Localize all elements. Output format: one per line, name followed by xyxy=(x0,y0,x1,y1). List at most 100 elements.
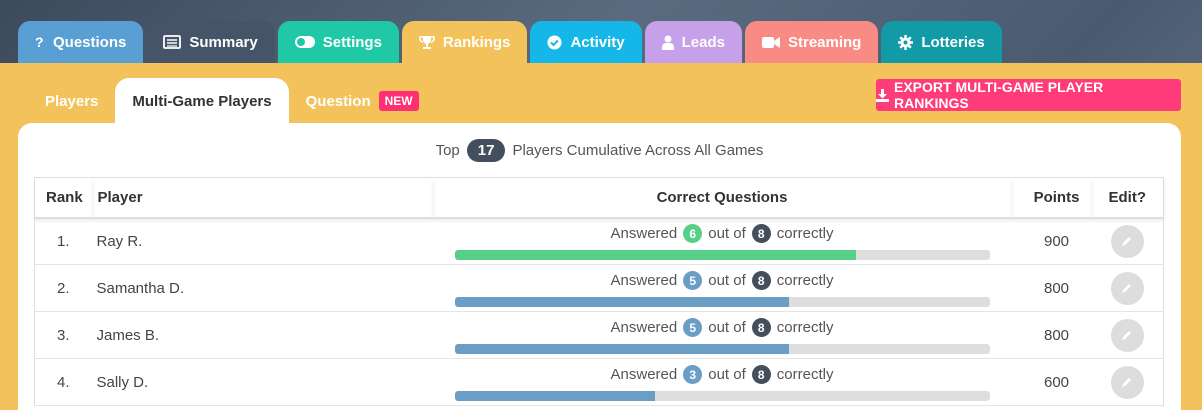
table-header-row: Rank Player Correct Questions Points Edi… xyxy=(34,177,1164,219)
edit-button[interactable] xyxy=(1110,271,1144,305)
edit-cell xyxy=(1091,358,1164,406)
pencil-icon xyxy=(1122,331,1132,340)
main-tabs: ? Questions Summary Settings Rankings Ac… xyxy=(18,21,1002,63)
video-icon xyxy=(761,36,780,49)
tab-questions[interactable]: ? Questions xyxy=(18,21,144,63)
toggle-icon xyxy=(294,36,315,48)
progress-bar xyxy=(454,297,990,307)
gear-icon xyxy=(898,34,914,50)
player-count-badge: 17 xyxy=(466,139,506,162)
progress-bar xyxy=(454,391,990,401)
edit-cell xyxy=(1091,311,1164,359)
correctly-text: correctly xyxy=(776,366,834,383)
svg-text:?: ? xyxy=(35,35,44,49)
rank-cell: 2. xyxy=(34,264,93,312)
tab-label: Questions xyxy=(53,33,127,51)
answered-text: Answered xyxy=(610,366,678,383)
rankings-card: Top 17 Players Cumulative Across All Gam… xyxy=(18,123,1181,410)
correctly-text: correctly xyxy=(776,272,834,289)
correct-cell: Answered 5 out of 8 correctly xyxy=(432,264,1012,312)
progress-bar xyxy=(454,344,990,354)
points-cell: 800 xyxy=(1011,264,1092,312)
answered-text: Answered xyxy=(610,225,678,243)
headline-suffix: Players Cumulative Across All Games xyxy=(512,142,764,159)
player-name: James B. xyxy=(92,311,433,359)
out-of-text: out of xyxy=(708,272,746,289)
tab-label: Activity xyxy=(570,33,625,51)
table-row: 1. Ray R. Answered 6 out of 8 correctly … xyxy=(34,217,1164,265)
edit-cell xyxy=(1091,217,1164,265)
rankings-table: Rank Player Correct Questions Points Edi… xyxy=(34,177,1164,406)
trophy-icon xyxy=(419,35,435,50)
progress-fill xyxy=(454,344,789,354)
edit-cell xyxy=(1091,264,1164,312)
header-edit: Edit? xyxy=(1091,177,1164,219)
player-name: Sally D. xyxy=(92,358,433,406)
table-row: 2. Samantha D. Answered 5 out of 8 corre… xyxy=(34,264,1164,312)
export-label: EXPORT MULTI-GAME PLAYER RANKINGS xyxy=(894,79,1104,111)
out-of-text: out of xyxy=(708,225,746,243)
tab-lotteries[interactable]: Lotteries xyxy=(881,21,1002,63)
answered-line: Answered 3 out of 8 correctly xyxy=(433,365,1012,384)
total-count-badge: 8 xyxy=(751,365,771,384)
correct-cell: Answered 6 out of 8 correctly xyxy=(432,217,1012,265)
header-player[interactable]: Player xyxy=(92,177,433,219)
question-icon: ? xyxy=(35,35,45,49)
tab-label: Settings xyxy=(322,33,382,51)
answered-text: Answered xyxy=(610,272,678,289)
total-count-badge: 8 xyxy=(751,271,771,290)
headline-prefix: Top xyxy=(435,142,460,159)
rank-cell: 3. xyxy=(34,311,93,359)
edit-button[interactable] xyxy=(1110,318,1144,352)
progress-fill xyxy=(454,297,789,307)
header-correct-questions[interactable]: Correct Questions xyxy=(432,177,1012,219)
correct-count-badge: 5 xyxy=(683,271,703,290)
tab-label: Streaming xyxy=(787,33,862,51)
subtab-players[interactable]: Players xyxy=(28,78,115,124)
header-rank[interactable]: Rank xyxy=(34,177,93,219)
table-row: 3. James B. Answered 5 out of 8 correctl… xyxy=(34,311,1164,359)
subtab-label: Multi-Game Players xyxy=(132,92,272,110)
tab-rankings[interactable]: Rankings xyxy=(401,21,528,63)
subtab-label: Players xyxy=(45,92,99,110)
answered-line: Answered 5 out of 8 correctly xyxy=(433,318,1012,337)
pencil-icon xyxy=(1122,378,1132,387)
tab-label: Leads xyxy=(681,33,725,51)
correct-count-badge: 6 xyxy=(683,224,703,244)
tab-activity[interactable]: Activity xyxy=(530,21,642,63)
total-count-badge: 8 xyxy=(751,224,771,244)
list-icon xyxy=(163,35,182,49)
correct-count-badge: 3 xyxy=(683,365,703,384)
progress-fill xyxy=(454,250,856,261)
total-count-badge: 8 xyxy=(751,318,771,337)
correctly-text: correctly xyxy=(776,225,834,243)
tab-leads[interactable]: Leads xyxy=(644,21,742,63)
progress-fill xyxy=(454,391,656,401)
out-of-text: out of xyxy=(708,319,746,336)
rank-cell: 4. xyxy=(34,358,93,406)
answered-text: Answered xyxy=(610,319,678,336)
tab-summary[interactable]: Summary xyxy=(146,21,275,63)
points-cell: 800 xyxy=(1011,311,1092,359)
points-cell: 900 xyxy=(1011,217,1092,265)
player-name: Samantha D. xyxy=(92,264,433,312)
rankings-subtabs: Players Multi-Game Players Question NEW xyxy=(28,78,436,124)
rankings-panel: Players Multi-Game Players Question NEW … xyxy=(0,63,1202,410)
edit-button[interactable] xyxy=(1110,365,1144,399)
subtab-label: Question xyxy=(305,92,371,110)
header-points[interactable]: Points xyxy=(1011,177,1092,219)
progress-bar xyxy=(454,250,990,261)
tab-label: Rankings xyxy=(442,33,511,51)
tab-settings[interactable]: Settings xyxy=(277,21,399,63)
subtab-multi-game-players[interactable]: Multi-Game Players xyxy=(115,78,289,124)
download-icon xyxy=(876,88,889,102)
pencil-icon xyxy=(1122,284,1132,293)
tab-label: Summary xyxy=(189,33,258,51)
answered-line: Answered 5 out of 8 correctly xyxy=(433,271,1012,290)
tab-streaming[interactable]: Streaming xyxy=(744,21,879,63)
subtab-question[interactable]: Question NEW xyxy=(289,78,436,124)
user-icon xyxy=(661,35,674,50)
export-rankings-button[interactable]: EXPORT MULTI-GAME PLAYER RANKINGS xyxy=(876,79,1181,111)
tab-label: Lotteries xyxy=(921,33,985,51)
edit-button[interactable] xyxy=(1110,224,1144,258)
